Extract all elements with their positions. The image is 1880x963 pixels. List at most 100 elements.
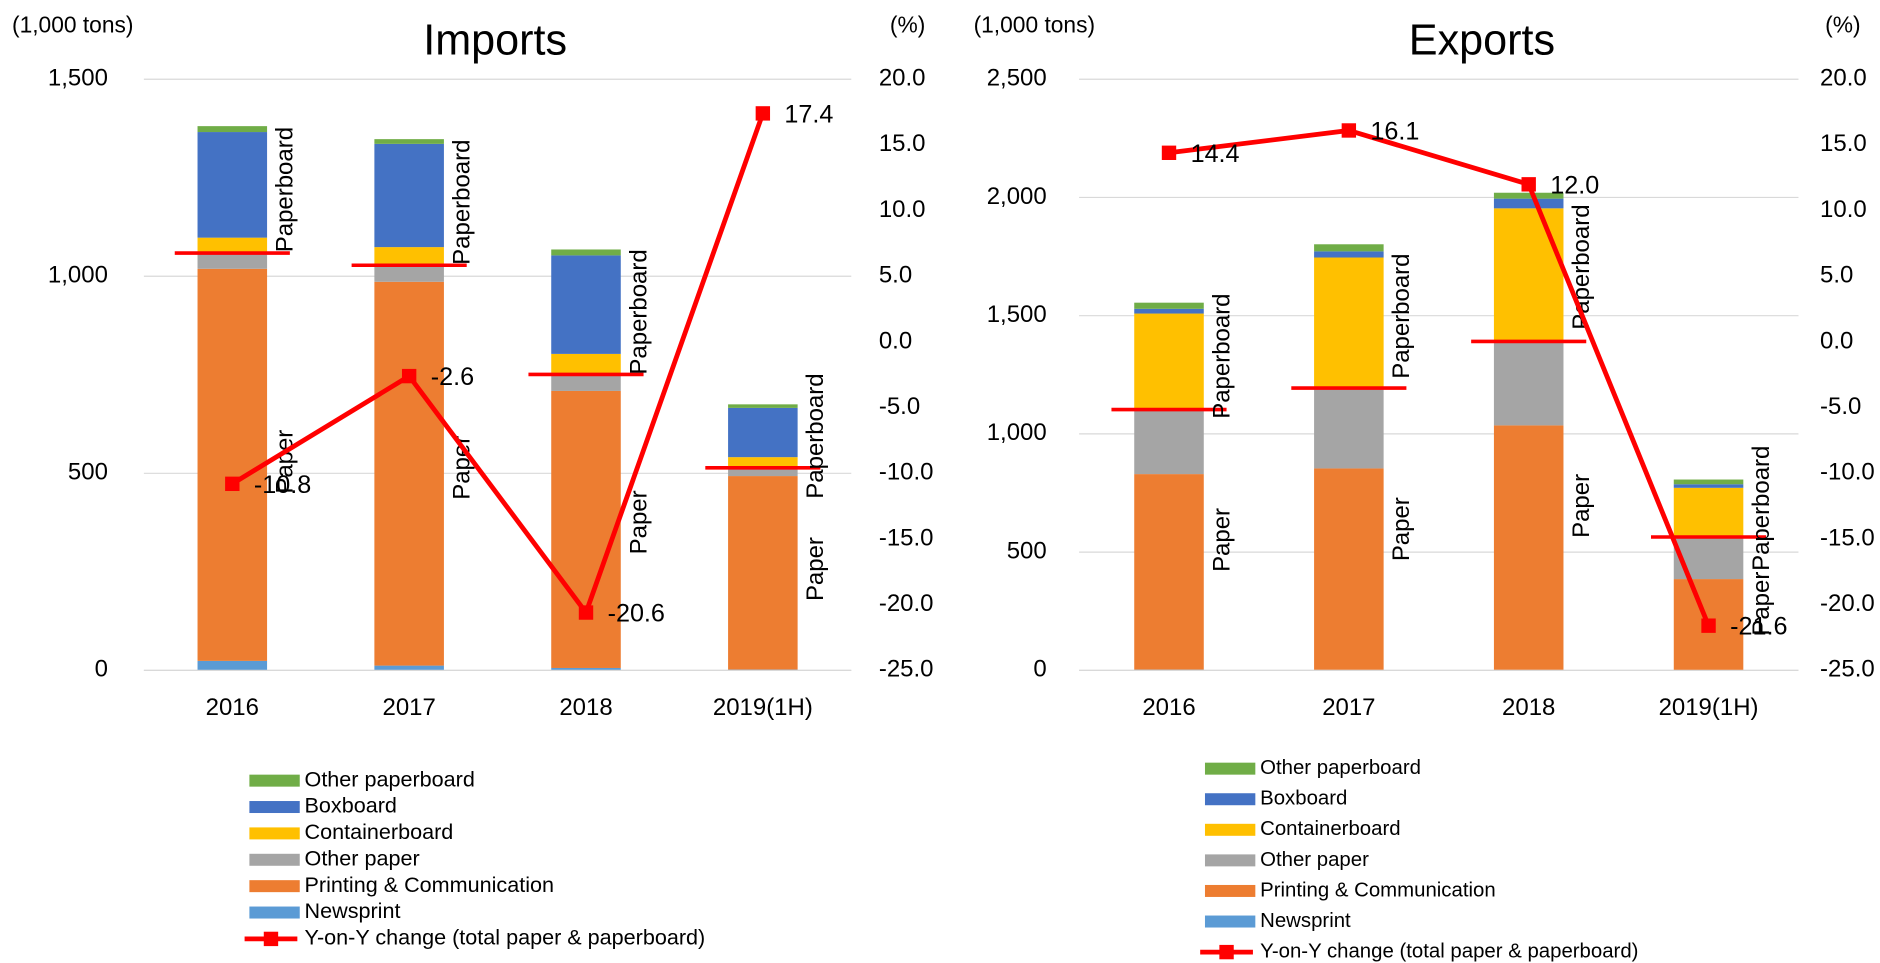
chart-title: Exports bbox=[1409, 17, 1555, 65]
y2-tick-label: -10.0 bbox=[1820, 459, 1875, 486]
bar-segment bbox=[1314, 244, 1384, 252]
legend-swatch bbox=[249, 827, 300, 840]
x-tick-label: 2018 bbox=[559, 694, 612, 721]
bar-segment bbox=[1493, 208, 1564, 342]
legend-label: Other paper bbox=[1260, 849, 1369, 871]
group-label: Paperboard bbox=[802, 373, 829, 498]
bar-segment bbox=[1134, 308, 1204, 314]
legend-label: Y-on-Y change (total paper & paperboard) bbox=[305, 925, 706, 950]
bar-segment bbox=[1314, 388, 1384, 469]
y2-tick-label: 0.0 bbox=[1820, 327, 1853, 354]
data-label: 14.4 bbox=[1191, 140, 1240, 168]
bar-segment bbox=[1134, 302, 1204, 309]
y2-tick-label: 0.0 bbox=[879, 327, 912, 354]
legend-label: Newsprint bbox=[1260, 910, 1351, 932]
group-label: Paperboard bbox=[625, 249, 652, 374]
y-tick-label: 1,500 bbox=[48, 65, 108, 92]
bar-segment bbox=[1314, 257, 1384, 389]
legend-label: Other paperboard bbox=[305, 766, 475, 791]
bar-segment bbox=[1493, 425, 1564, 670]
bar-segment bbox=[728, 407, 798, 458]
bar-segment bbox=[1314, 468, 1384, 670]
group-label: Paper bbox=[1568, 474, 1595, 538]
data-label: -2.6 bbox=[431, 363, 474, 391]
y-axis-label: (1,000 tons) bbox=[974, 12, 1096, 38]
y2-tick-label: -20.0 bbox=[879, 590, 934, 617]
bar-segment bbox=[551, 667, 621, 671]
legend-swatch bbox=[1204, 854, 1256, 867]
bar-segment bbox=[374, 247, 444, 266]
legend-label: Other paper bbox=[305, 845, 420, 870]
bar-segment bbox=[1314, 251, 1384, 258]
line-marker bbox=[225, 476, 240, 492]
bar-segment bbox=[1673, 479, 1744, 485]
data-label: -20.6 bbox=[608, 600, 665, 628]
legend-label: Newsprint bbox=[305, 898, 401, 923]
legend-swatch bbox=[249, 880, 300, 893]
group-label: Paperboard bbox=[448, 140, 475, 265]
bar-segment bbox=[374, 265, 444, 282]
y2-tick-label: 20.0 bbox=[879, 65, 926, 92]
y2-tick-label: -15.0 bbox=[1820, 524, 1875, 551]
bar-segment bbox=[1493, 192, 1564, 199]
bar-segment bbox=[728, 457, 798, 468]
legend-label: Other paperboard bbox=[1260, 757, 1421, 779]
legend-label: Boxboard bbox=[305, 793, 397, 818]
line-marker bbox=[1701, 618, 1716, 633]
line bbox=[1168, 128, 1711, 627]
bar-segment bbox=[728, 404, 798, 408]
bar-segment bbox=[551, 255, 621, 354]
legend-swatch bbox=[249, 853, 300, 866]
group-label: Paper bbox=[1748, 572, 1775, 636]
legend-label: Printing & Communication bbox=[305, 872, 554, 897]
bar-segment bbox=[374, 281, 444, 666]
data-label: 17.4 bbox=[784, 100, 833, 128]
legend-label: Containerboard bbox=[305, 819, 454, 844]
bar-segment bbox=[1673, 536, 1744, 580]
y-tick-label: 2,000 bbox=[987, 183, 1047, 210]
chart-title: Imports bbox=[423, 17, 567, 65]
legend-swatch bbox=[1204, 823, 1256, 836]
data-label: -21.6 bbox=[1730, 613, 1787, 641]
bar-segment bbox=[1493, 341, 1564, 426]
legend-swatch bbox=[249, 906, 300, 919]
y-tick-label: 500 bbox=[68, 459, 108, 486]
bar-segment bbox=[197, 237, 268, 254]
bar-segment bbox=[1134, 474, 1204, 670]
bar-segment bbox=[197, 126, 268, 133]
legend-swatch bbox=[1219, 944, 1234, 960]
x-tick-label: 2019(1H) bbox=[1659, 694, 1759, 721]
group-label: Paperboard bbox=[1748, 446, 1775, 571]
bar-segment bbox=[197, 268, 268, 661]
line bbox=[231, 112, 766, 618]
legend-swatch bbox=[249, 774, 300, 787]
bar-segment bbox=[197, 660, 268, 671]
bar-segment bbox=[197, 132, 268, 238]
y-tick-label: 1,000 bbox=[48, 262, 108, 289]
legend-label: Boxboard bbox=[1260, 788, 1347, 810]
legend-swatch bbox=[263, 931, 279, 947]
bar-segment bbox=[374, 139, 444, 144]
y-tick-label: 0 bbox=[95, 656, 108, 683]
y2-tick-label: -15.0 bbox=[879, 524, 934, 551]
legend-swatch bbox=[1204, 915, 1256, 928]
bar-segment bbox=[728, 476, 798, 670]
line-marker bbox=[401, 368, 417, 384]
y2-tick-label: 10.0 bbox=[879, 196, 926, 223]
line-marker bbox=[1341, 123, 1357, 138]
bar-segment bbox=[728, 467, 798, 477]
y-tick-label: 1,500 bbox=[987, 301, 1047, 328]
y-tick-label: 1,000 bbox=[987, 419, 1047, 446]
y2-tick-label: -25.0 bbox=[1820, 656, 1875, 683]
bar-segment bbox=[1673, 484, 1744, 488]
legend-swatch bbox=[1204, 884, 1256, 897]
bar-segment bbox=[1134, 409, 1204, 475]
bar-segment bbox=[551, 374, 621, 391]
bar-segment bbox=[374, 143, 444, 248]
y-tick-label: 500 bbox=[1007, 537, 1047, 564]
y2-tick-label: 5.0 bbox=[1820, 262, 1853, 289]
group-label: Paper bbox=[1388, 497, 1415, 561]
legend-label: Containerboard bbox=[1260, 818, 1400, 840]
line-marker bbox=[1161, 145, 1177, 160]
